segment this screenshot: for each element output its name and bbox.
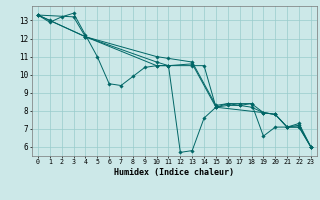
X-axis label: Humidex (Indice chaleur): Humidex (Indice chaleur) <box>115 168 234 177</box>
